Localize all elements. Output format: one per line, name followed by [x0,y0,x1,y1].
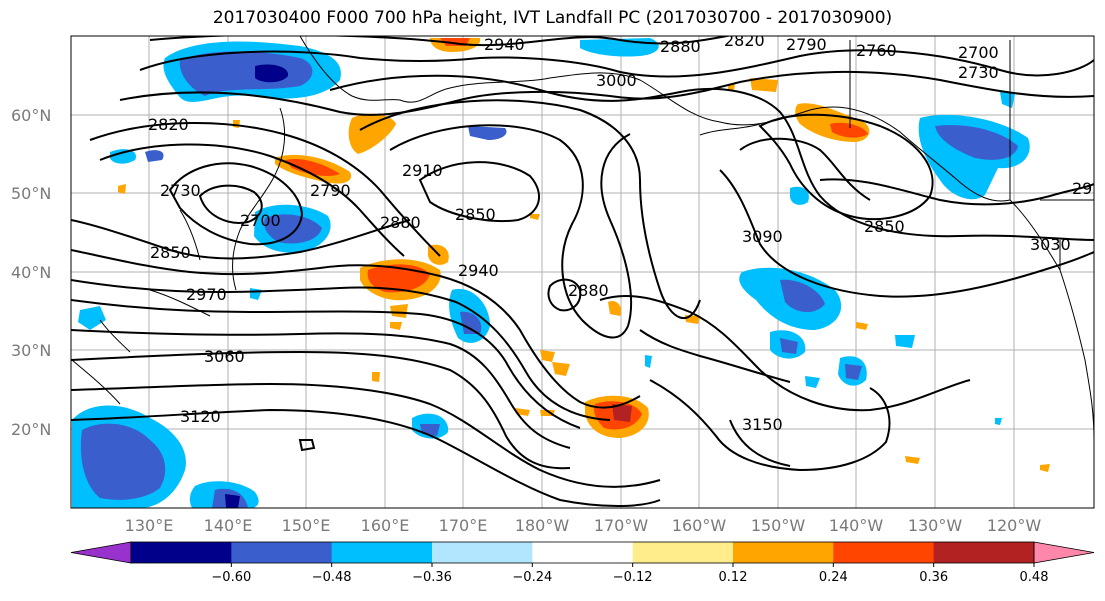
contour-label: 2880 [660,37,701,56]
contour-labels: 2940 2880 2820 2790 2760 2700 2730 2820 … [148,31,1092,434]
ivt-positive-shading [118,38,1050,472]
colorbar-segment [833,542,935,563]
coastlines [71,36,1094,441]
contour-label: 29 [1072,179,1092,198]
gridlines [71,36,1094,508]
colorbar-label: −0.24 [512,570,552,585]
colorbar-label: 0.24 [819,570,848,585]
colorbar-extend-high [1033,541,1095,564]
colorbar-label: −0.48 [312,570,352,585]
contour-label: 3000 [596,71,637,90]
lon-label: 120°W [987,516,1042,535]
contour-label: 3060 [204,347,245,366]
latitude-labels: 60°N 50°N 40°N 30°N 20°N [11,106,51,439]
colorbar-frame [130,541,1035,564]
contour-label: 2790 [310,181,351,200]
contour-label: 2820 [148,115,189,134]
contour-label: 3150 [742,415,783,434]
lon-label: 140°E [204,516,253,535]
colorbar-segment [933,542,1035,563]
lon-label: 140°W [829,516,884,535]
lat-label: 30°N [11,341,51,360]
lat-label: 60°N [11,106,51,125]
colorbar: −0.60 −0.48 −0.36 −0.24 −0.12 0.12 0.24 0.36 0.4… [70,541,1095,585]
colorbar-label: −0.36 [412,570,452,585]
height-contours [71,36,1094,507]
colorbar-segment [632,542,734,563]
contour-label: 2880 [380,213,421,232]
contour-label: 2970 [186,285,227,304]
map-title: 2017030400 F000 700 hPa height, IVT Land… [212,8,893,28]
longitude-labels: 130°E 140°E 150°E 160°E 170°E 180°W 170°… [125,516,1042,535]
contour-label: 2700 [958,43,999,62]
contour-label: 3030 [1030,235,1071,254]
colorbar-label: 0.12 [719,570,748,585]
colorbar-segment [131,542,232,563]
colorbar-label: 0.48 [1020,570,1049,585]
lat-label: 40°N [11,263,51,282]
colorbar-segment [432,542,533,563]
lon-label: 170°W [594,516,649,535]
lat-label: 50°N [11,184,51,203]
contour-label: 3090 [742,227,783,246]
map-panel: 2940 2880 2820 2790 2760 2700 2730 2820 … [71,31,1094,508]
contour-label: 2790 [786,35,827,54]
colorbar-label: −0.60 [211,570,251,585]
lon-label: 160°W [672,516,727,535]
contour-label: 2940 [484,35,525,54]
contour-label: 2700 [240,211,281,230]
lon-label: 150°W [751,516,806,535]
colorbar-segment [231,542,333,563]
colorbar-extend-low [70,541,132,564]
contour-label: 2910 [402,161,443,180]
colorbar-segment [331,542,433,563]
lon-label: 130°E [125,516,174,535]
contour-label: 2940 [458,261,499,280]
colorbar-label: 0.36 [919,570,948,585]
lon-label: 170°E [439,516,488,535]
contour-label: 2850 [455,205,496,224]
contour-label: 2730 [160,181,201,200]
lon-label: 130°W [908,516,963,535]
lat-label: 20°N [11,420,51,439]
lon-label: 160°E [361,516,410,535]
contour-label: 2850 [864,217,905,236]
map-frame [70,35,1095,509]
colorbar-segment [532,542,634,563]
lon-label: 180°W [515,516,570,535]
colorbar-segment [733,542,834,563]
lon-label: 150°E [282,516,331,535]
contour-label: 2730 [958,63,999,82]
colorbar-label: −0.12 [613,570,653,585]
contour-label: 2880 [568,281,609,300]
contour-label: 3120 [180,407,221,426]
contour-label: 2820 [724,31,765,50]
contour-label: 2850 [150,243,191,262]
contour-label: 2760 [856,41,897,60]
